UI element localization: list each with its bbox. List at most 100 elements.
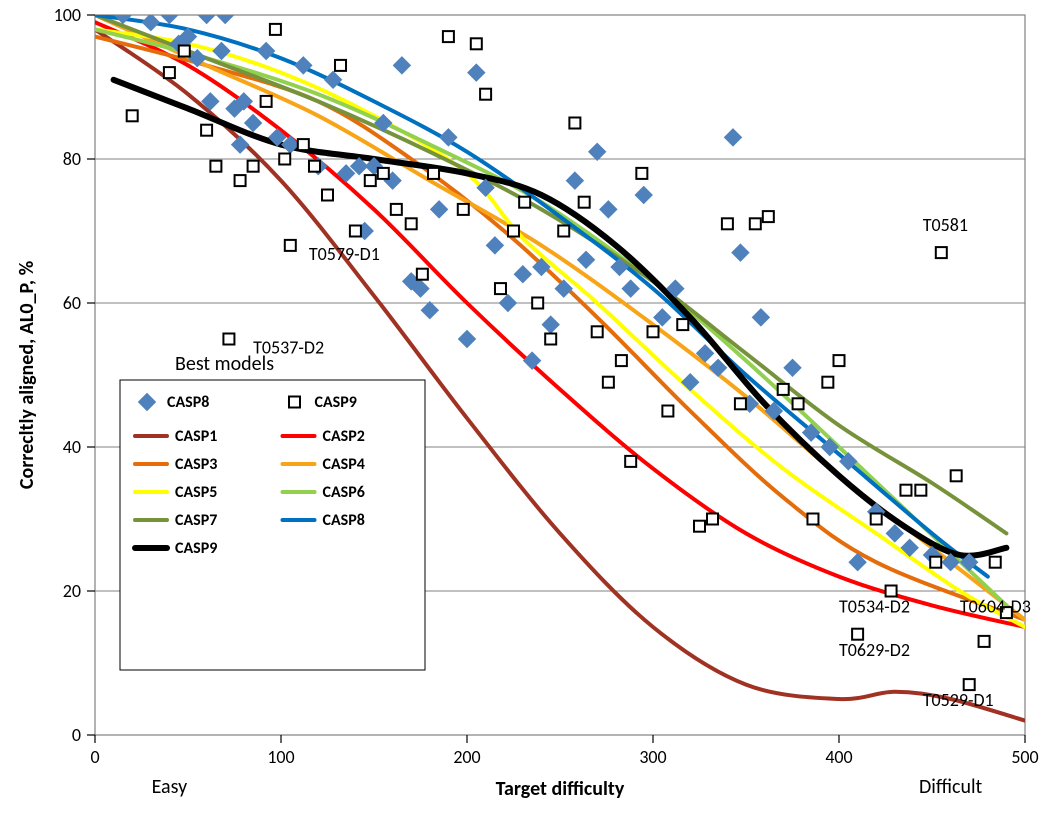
- casp9-point: [428, 168, 439, 179]
- casp9-point: [495, 283, 506, 294]
- casp9-point: [289, 397, 300, 408]
- casp9-point: [807, 514, 818, 525]
- casp9-point: [569, 118, 580, 129]
- annotation: T0529-D1: [923, 689, 994, 711]
- casp9-point: [309, 161, 320, 172]
- casp9-point: [417, 269, 428, 280]
- legend-item: CASP4: [323, 455, 365, 474]
- casp9-point: [677, 319, 688, 330]
- casp9-point: [365, 175, 376, 186]
- casp9-point: [592, 326, 603, 337]
- casp9-point: [930, 557, 941, 568]
- legend-title: Best models: [175, 352, 274, 376]
- legend-item: CASP8: [167, 393, 209, 412]
- legend-item: CASP3: [175, 455, 217, 474]
- legend-item: CASP1: [175, 427, 217, 446]
- x-tick-label: 300: [639, 746, 666, 768]
- casp9-point: [625, 456, 636, 467]
- casp9-point: [871, 514, 882, 525]
- casp9-point: [648, 326, 659, 337]
- casp9-point: [443, 31, 454, 42]
- casp9-point: [735, 398, 746, 409]
- casp9-point: [722, 218, 733, 229]
- casp9-point: [532, 298, 543, 309]
- casp9-point: [834, 355, 845, 366]
- x-tick-label: 200: [453, 746, 480, 768]
- chart-svg: 0 20 40 60 80 100 0 100 200 300 400 500 Easy Difficul…: [0, 0, 1050, 819]
- legend-item: CASP2: [323, 427, 365, 446]
- casp9-point: [270, 24, 281, 35]
- x-tick-label: 500: [1011, 746, 1038, 768]
- casp9-point: [378, 168, 389, 179]
- casp9-point: [707, 514, 718, 525]
- casp9-point: [223, 334, 234, 345]
- casp9-point: [579, 197, 590, 208]
- x-axis-label: Target difficulty: [496, 777, 625, 801]
- x-zone-difficult: Difficult: [919, 775, 983, 799]
- casp9-point: [822, 377, 833, 388]
- casp9-point: [508, 226, 519, 237]
- casp9-point: [261, 96, 272, 107]
- casp9-point: [285, 240, 296, 251]
- legend-item: CASP9: [175, 539, 217, 558]
- y-tick-label: 0: [72, 724, 81, 746]
- casp9-point: [480, 89, 491, 100]
- casp9-point: [915, 485, 926, 496]
- y-tick-label: 80: [63, 148, 81, 170]
- casp9-point: [603, 377, 614, 388]
- casp9-point: [210, 161, 221, 172]
- casp9-point: [558, 226, 569, 237]
- casp9-point: [616, 355, 627, 366]
- casp9-point: [406, 218, 417, 229]
- y-tick-label: 40: [63, 436, 81, 458]
- legend-item: CASP6: [323, 483, 365, 502]
- legend-item: CASP8: [323, 511, 365, 530]
- casp9-point: [750, 218, 761, 229]
- casp9-point: [979, 636, 990, 647]
- casp9-point: [778, 384, 789, 395]
- y-axis-label: Correcltly aligned, AL0_P, %: [15, 260, 39, 489]
- x-tick-label: 100: [267, 746, 294, 768]
- x-zone-easy: Easy: [152, 775, 188, 799]
- casp9-point: [662, 406, 673, 417]
- casp9-point: [279, 154, 290, 165]
- casp9-point: [694, 521, 705, 532]
- annotation: T0629-D2: [839, 639, 910, 661]
- casp9-point: [350, 226, 361, 237]
- y-tick-label: 60: [63, 292, 81, 314]
- y-tick-label: 20: [63, 580, 81, 602]
- casp9-point: [127, 110, 138, 121]
- annotation: T0534-D2: [839, 596, 910, 618]
- annotation: T0581: [923, 214, 968, 236]
- casp9-point: [471, 38, 482, 49]
- casp9-point: [248, 161, 259, 172]
- legend-box: [120, 380, 425, 670]
- casp9-point: [900, 485, 911, 496]
- casp9-point: [322, 190, 333, 201]
- casp-chart: 0 20 40 60 80 100 0 100 200 300 400 500 Easy Difficul…: [0, 0, 1050, 819]
- x-tick-label: 400: [825, 746, 852, 768]
- legend-item: CASP5: [175, 483, 217, 502]
- casp9-point: [793, 398, 804, 409]
- casp9-point: [298, 139, 309, 150]
- casp9-point: [990, 557, 1001, 568]
- y-tick-label: 100: [54, 4, 81, 26]
- casp9-point: [335, 60, 346, 71]
- casp9-point: [545, 334, 556, 345]
- casp9-point: [164, 67, 175, 78]
- casp9-point: [763, 211, 774, 222]
- casp9-point: [936, 247, 947, 258]
- annotation: T0579-D1: [309, 243, 380, 265]
- legend-item: CASP7: [175, 511, 217, 530]
- casp9-point: [391, 204, 402, 215]
- x-tick-label: 0: [90, 746, 99, 768]
- casp9-point: [636, 168, 647, 179]
- casp9-point: [201, 125, 212, 136]
- casp9-point: [951, 470, 962, 481]
- casp9-point: [519, 197, 530, 208]
- legend-item: CASP9: [315, 393, 357, 412]
- casp9-point: [235, 175, 246, 186]
- casp9-point: [458, 204, 469, 215]
- casp9-point: [179, 46, 190, 57]
- annotation: T0604-D3: [960, 596, 1031, 618]
